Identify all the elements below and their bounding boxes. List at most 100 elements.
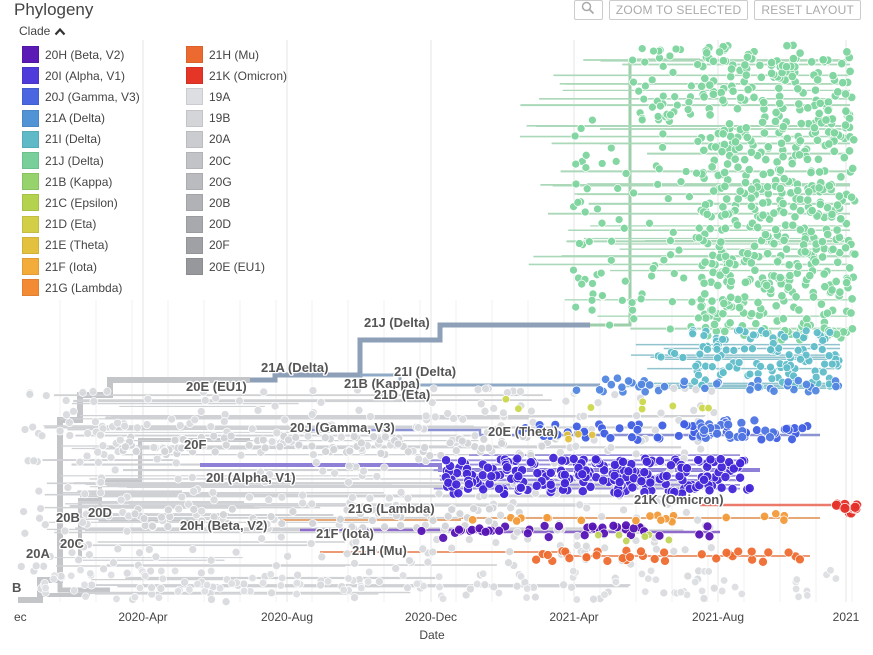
tip-point[interactable]: [790, 212, 800, 222]
legend-item[interactable]: 20D: [186, 215, 231, 233]
tip-point[interactable]: [831, 276, 841, 287]
tip-point[interactable]: [660, 556, 670, 566]
legend-header[interactable]: Clade: [19, 24, 66, 38]
tip-point[interactable]: [455, 509, 465, 519]
tip-point[interactable]: [720, 223, 730, 233]
tip-point[interactable]: [247, 424, 257, 434]
tip-point[interactable]: [307, 499, 317, 509]
tip-point[interactable]: [811, 257, 821, 267]
tip-point[interactable]: [645, 511, 655, 521]
tip-point[interactable]: [816, 299, 826, 309]
tip-point[interactable]: [477, 444, 487, 453]
tip-point[interactable]: [303, 431, 313, 441]
tip-point[interactable]: [587, 305, 597, 315]
tip-point[interactable]: [548, 453, 559, 463]
tip-point[interactable]: [347, 522, 357, 532]
tip-point[interactable]: [647, 271, 656, 281]
tip-point[interactable]: [827, 359, 837, 369]
tip-point[interactable]: [151, 552, 161, 562]
tip-point[interactable]: [116, 495, 126, 505]
tip-point[interactable]: [703, 345, 712, 354]
tip-point[interactable]: [658, 91, 668, 101]
tip-point[interactable]: [794, 305, 804, 315]
tip-point[interactable]: [597, 218, 607, 228]
tip-point[interactable]: [257, 534, 267, 543]
tip-point[interactable]: [614, 530, 624, 540]
tip-point[interactable]: [82, 451, 92, 461]
tip-point[interactable]: [221, 440, 231, 450]
legend-item[interactable]: 21E (Theta): [22, 236, 108, 254]
tip-point[interactable]: [619, 223, 629, 233]
tip-point[interactable]: [658, 129, 668, 139]
tip-point[interactable]: [357, 438, 366, 448]
tip-point[interactable]: [83, 429, 93, 438]
tip-point[interactable]: [814, 183, 824, 193]
tip-point[interactable]: [652, 432, 663, 443]
tip-point[interactable]: [700, 73, 710, 83]
tip-point[interactable]: [356, 509, 365, 519]
tip-point[interactable]: [632, 425, 643, 435]
tip-point[interactable]: [788, 220, 798, 230]
tip-point[interactable]: [480, 406, 490, 416]
tip-point[interactable]: [160, 447, 170, 456]
tip-point[interactable]: [627, 432, 637, 442]
tip-point[interactable]: [713, 280, 723, 291]
tip-point[interactable]: [787, 71, 797, 82]
tip-point[interactable]: [133, 423, 142, 433]
tip-point[interactable]: [755, 60, 765, 70]
tip-point[interactable]: [676, 177, 686, 187]
tip-point[interactable]: [669, 546, 679, 556]
tip-point[interactable]: [29, 456, 39, 466]
tip-point[interactable]: [694, 313, 703, 323]
tip-point[interactable]: [357, 583, 366, 593]
tip-point[interactable]: [823, 229, 833, 239]
tip-point[interactable]: [318, 466, 328, 476]
tip-point[interactable]: [649, 554, 660, 564]
tip-point[interactable]: [556, 455, 567, 466]
tip-point[interactable]: [542, 513, 552, 523]
tip-point[interactable]: [478, 484, 489, 495]
tip-point[interactable]: [809, 123, 819, 133]
tip-point[interactable]: [227, 504, 237, 514]
tip-point[interactable]: [600, 590, 609, 599]
tip-point[interactable]: [756, 434, 767, 445]
tip-point[interactable]: [760, 425, 771, 436]
tip-point[interactable]: [629, 314, 639, 324]
tip-point[interactable]: [484, 516, 494, 526]
tip-point[interactable]: [684, 97, 694, 107]
tip-point[interactable]: [719, 298, 729, 309]
tip-point[interactable]: [428, 547, 438, 557]
tip-point[interactable]: [316, 398, 326, 407]
chevron-up-icon[interactable]: [54, 27, 66, 36]
tip-point[interactable]: [728, 86, 738, 96]
tip-point[interactable]: [270, 401, 280, 411]
tip-point[interactable]: [831, 574, 841, 583]
tip-point[interactable]: [628, 523, 639, 534]
tip-point[interactable]: [494, 588, 504, 598]
tip-point[interactable]: [614, 477, 625, 488]
tip-point[interactable]: [506, 503, 516, 513]
tip-point[interactable]: [700, 257, 710, 267]
tip-point[interactable]: [628, 55, 637, 65]
tip-point[interactable]: [743, 85, 753, 95]
tip-point[interactable]: [740, 344, 749, 354]
tip-point[interactable]: [585, 481, 596, 492]
tip-point[interactable]: [613, 184, 623, 193]
tip-point[interactable]: [759, 128, 769, 138]
tip-point[interactable]: [793, 186, 803, 196]
tip-point[interactable]: [588, 279, 597, 288]
tip-point[interactable]: [443, 511, 453, 521]
tip-point[interactable]: [715, 47, 725, 57]
tip-point[interactable]: [65, 418, 74, 427]
tip-point[interactable]: [758, 198, 768, 208]
tip-point[interactable]: [730, 582, 740, 592]
tip-point[interactable]: [463, 479, 474, 490]
tip-point[interactable]: [841, 243, 851, 253]
tip-point[interactable]: [239, 586, 249, 596]
tip-point[interactable]: [190, 415, 200, 425]
tip-point[interactable]: [718, 335, 727, 344]
tip-point[interactable]: [496, 510, 505, 520]
tip-point[interactable]: [494, 483, 505, 494]
tip-point[interactable]: [696, 549, 707, 560]
tip-point[interactable]: [354, 405, 364, 415]
